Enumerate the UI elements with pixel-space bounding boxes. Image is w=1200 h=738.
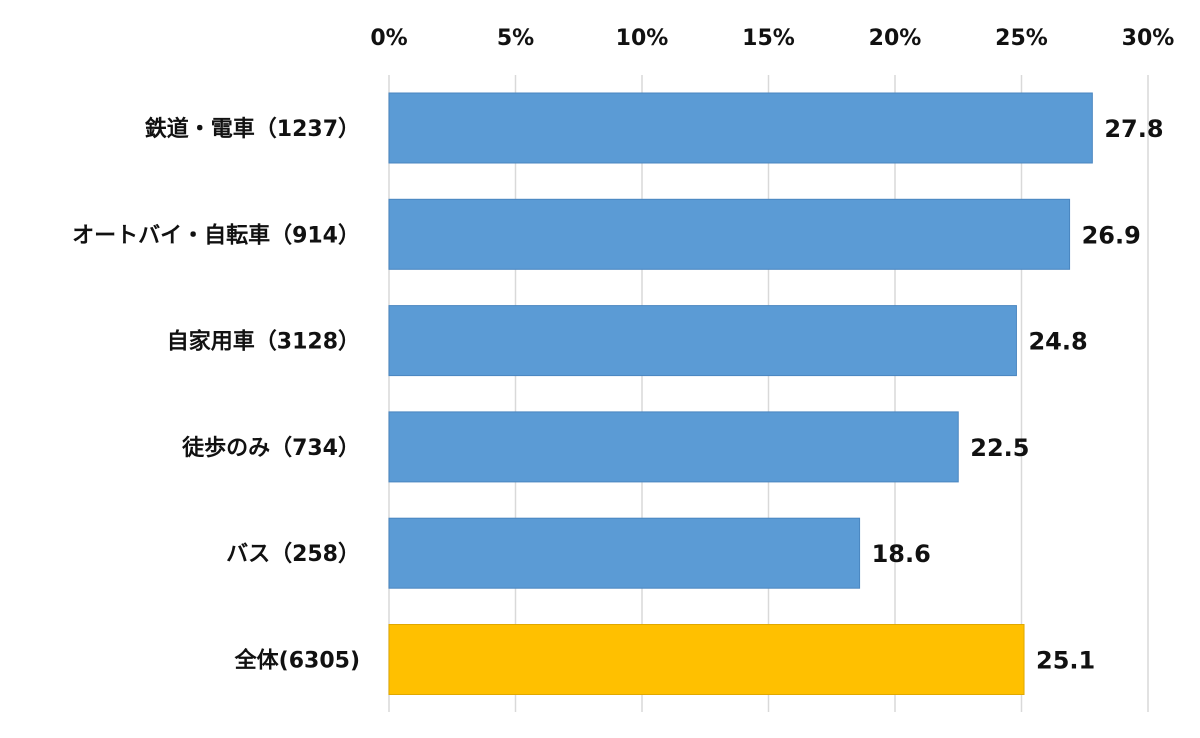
category-label: バス（258） xyxy=(226,542,360,567)
x-tick-label: 25% xyxy=(995,26,1048,51)
x-tick-label: 20% xyxy=(869,26,922,51)
category-label: 徒歩のみ（734） xyxy=(181,435,360,461)
data-label: 25.1 xyxy=(1036,647,1095,675)
data-label: 24.8 xyxy=(1028,328,1087,356)
data-label: 26.9 xyxy=(1082,221,1141,249)
bar xyxy=(388,92,1093,164)
category-label: 自家用車（3128） xyxy=(167,329,360,355)
bars xyxy=(388,92,1093,695)
bar xyxy=(388,198,1071,270)
category-label: 全体(6305) xyxy=(234,648,360,674)
category-labels: 鉄道・電車（1237） オートバイ・自転車（914） 自家用車（3128） 徒歩のみ（… xyxy=(72,116,360,674)
value-labels: 27.8 26.9 24.8 22.5 18.6 25.1 xyxy=(872,115,1164,675)
category-label: 鉄道・電車（1237） xyxy=(145,116,360,142)
bar xyxy=(388,624,1025,695)
data-label: 27.8 xyxy=(1104,115,1163,143)
data-label: 22.5 xyxy=(970,434,1029,462)
bar xyxy=(388,411,959,483)
x-tick-label: 15% xyxy=(742,26,795,51)
x-tick-label: 10% xyxy=(616,26,669,51)
x-tick-label: 30% xyxy=(1122,26,1175,51)
x-tick-label: 5% xyxy=(497,26,534,51)
category-label: オートバイ・自転車（914） xyxy=(72,222,360,248)
gridlines xyxy=(388,75,1149,712)
bar xyxy=(388,305,1017,377)
x-tick-label: 0% xyxy=(370,26,407,51)
data-label: 18.6 xyxy=(872,540,931,568)
x-axis-ticks: 0% 5% 10% 15% 20% 25% 30% xyxy=(370,26,1174,51)
bar xyxy=(388,517,861,589)
